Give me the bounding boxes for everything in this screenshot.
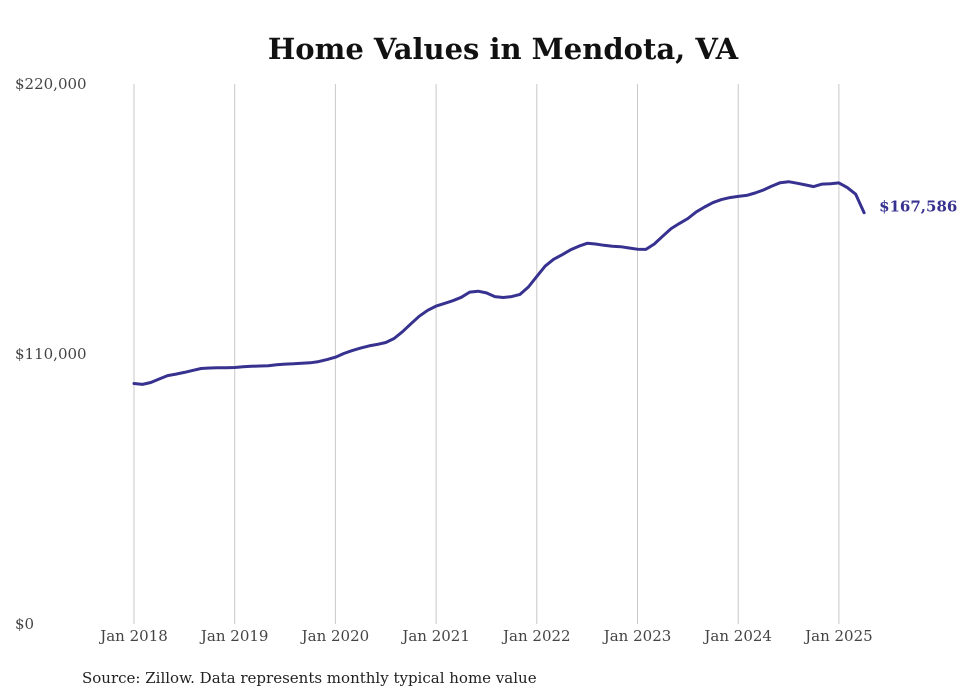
x-tick-label: Jan 2023 [602, 627, 672, 645]
series-line [132, 180, 866, 386]
x-axis: Jan 2018 Jan 2019 Jan 2020 Jan 2021 Jan 2022… [98, 627, 872, 645]
x-tick-label: Jan 2018 [98, 627, 168, 645]
x-tick-label: Jan 2025 [803, 627, 873, 645]
y-axis: $220,000 $110,000 $0 [15, 75, 87, 633]
x-tick-label: Jan 2020 [300, 627, 370, 645]
x-tick-label: Jan 2022 [501, 627, 571, 645]
y-tick-label: $0 [15, 615, 34, 633]
x-tick-label: Jan 2019 [199, 627, 269, 645]
gridlines [133, 84, 840, 624]
y-tick-label: $220,000 [15, 75, 87, 93]
chart-title: Home Values in Mendota, VA [268, 32, 739, 66]
end-value-label: $167,586 [879, 198, 957, 216]
x-tick-label: Jan 2024 [702, 627, 772, 645]
x-tick-label: Jan 2021 [400, 627, 470, 645]
y-tick-label: $110,000 [15, 345, 87, 363]
series-layer [132, 180, 866, 386]
source-note: Source: Zillow. Data represents monthly … [82, 669, 537, 687]
